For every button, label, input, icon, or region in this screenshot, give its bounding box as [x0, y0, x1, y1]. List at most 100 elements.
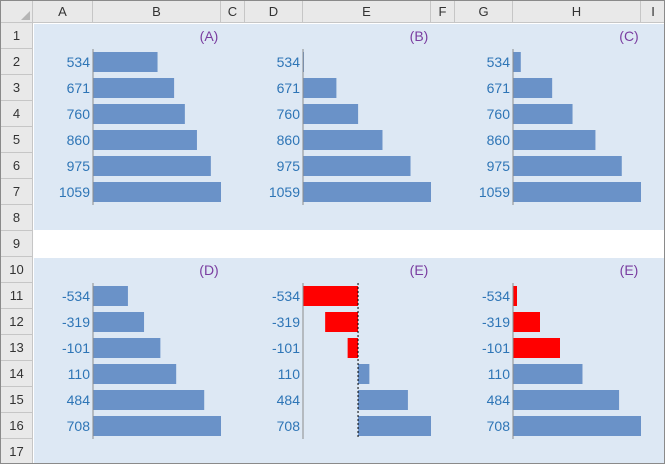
tick-label: 671 [277, 80, 301, 96]
chart-title: (B) [410, 28, 429, 44]
tick-label: 708 [277, 418, 301, 434]
tick-label: 1059 [59, 184, 90, 200]
tick-label: 110 [488, 366, 511, 382]
tick-label: 975 [277, 158, 301, 174]
chart-bar [358, 390, 408, 410]
column-header-e[interactable]: E [303, 1, 431, 23]
tick-label: 760 [487, 106, 511, 122]
tick-label: -319 [482, 314, 510, 330]
chart-bar [513, 390, 620, 410]
column-header-b[interactable]: B [93, 1, 221, 23]
row-header-12[interactable]: 12 [1, 309, 33, 335]
tick-label: 975 [67, 158, 91, 174]
tick-label: 1059 [269, 184, 300, 200]
chart-bar [347, 338, 359, 358]
row-header-4[interactable]: 4 [1, 101, 33, 127]
tick-label: 671 [67, 80, 91, 96]
row-header-6[interactable]: 6 [1, 153, 33, 179]
select-all-corner[interactable] [1, 1, 33, 23]
row-header-2[interactable]: 2 [1, 49, 33, 75]
chart-bar [358, 416, 431, 436]
tick-label: 110 [68, 366, 91, 382]
chart-title: (C) [619, 28, 638, 44]
tick-label: 975 [487, 158, 511, 174]
column-header-a[interactable]: A [33, 1, 93, 23]
chart-bar [513, 338, 560, 358]
tick-label: 484 [487, 392, 511, 408]
column-header-h[interactable]: H [513, 1, 641, 23]
tick-label: -534 [62, 288, 90, 304]
tick-label: 860 [487, 132, 511, 148]
chart-bar [93, 286, 128, 306]
tick-label: 484 [67, 392, 91, 408]
row-header-17[interactable]: 17 [1, 439, 33, 463]
row-header-9[interactable]: 9 [1, 231, 33, 257]
chart-bar [513, 182, 641, 202]
column-header-d[interactable]: D [245, 1, 303, 23]
tick-label: 534 [67, 54, 91, 70]
row-header-15[interactable]: 15 [1, 387, 33, 413]
chart-bar [303, 156, 411, 176]
chart-bar [513, 104, 573, 124]
chart-bar [93, 78, 175, 98]
chart-bar [93, 52, 158, 72]
tick-label: -319 [272, 314, 300, 330]
chart-title: (E) [620, 262, 639, 278]
chart-bar [303, 78, 337, 98]
row-header-1[interactable]: 1 [1, 23, 33, 49]
tick-label: 708 [67, 418, 91, 434]
chart-bar [358, 364, 370, 384]
row-header-16[interactable]: 16 [1, 413, 33, 439]
row-header-3[interactable]: 3 [1, 75, 33, 101]
tick-label: 1059 [479, 184, 510, 200]
chart-bar [513, 52, 521, 72]
chart-bar [93, 312, 145, 332]
row-header-13[interactable]: 13 [1, 335, 33, 361]
chart-bar [93, 416, 221, 436]
tick-label: -534 [482, 288, 510, 304]
row-header-11[interactable]: 11 [1, 283, 33, 309]
tick-label: 484 [277, 392, 301, 408]
column-header-i[interactable]: I [641, 1, 664, 23]
row-header-7[interactable]: 7 [1, 179, 33, 205]
chart-bar [93, 390, 205, 410]
tick-label: -534 [272, 288, 300, 304]
tick-label: 671 [487, 80, 511, 96]
tick-label: -101 [482, 340, 510, 356]
tick-label: 760 [277, 106, 301, 122]
chart-bar [513, 312, 540, 332]
row-header-8[interactable]: 8 [1, 205, 33, 231]
chart-bar [93, 156, 211, 176]
chart-bar [93, 338, 161, 358]
chart-bar [513, 156, 622, 176]
tick-label: 860 [277, 132, 301, 148]
row-header-10[interactable]: 10 [1, 257, 33, 283]
chart-title: (E) [410, 262, 429, 278]
tick-label: 534 [487, 54, 511, 70]
tick-label: 110 [278, 366, 301, 382]
chart-bar [303, 286, 359, 306]
column-header-f[interactable]: F [431, 1, 455, 23]
tick-label: 860 [67, 132, 91, 148]
tick-label: -101 [272, 340, 300, 356]
tick-label: 760 [67, 106, 91, 122]
chart-bar [303, 130, 383, 150]
chart-bar [513, 416, 641, 436]
chart-bar [513, 364, 583, 384]
chart-title: (A) [200, 28, 219, 44]
chart-bar [513, 78, 553, 98]
chart-bar [93, 104, 185, 124]
chart-bar [93, 182, 221, 202]
chart-bar [513, 130, 596, 150]
row-header-14[interactable]: 14 [1, 361, 33, 387]
chart-bar [325, 312, 359, 332]
column-header-c[interactable]: C [221, 1, 245, 23]
tick-label: 534 [277, 54, 301, 70]
chart-bar [93, 364, 177, 384]
column-header-g[interactable]: G [455, 1, 513, 23]
chart-bar [513, 286, 517, 306]
row-header-5[interactable]: 5 [1, 127, 33, 153]
tick-label: 708 [487, 418, 511, 434]
